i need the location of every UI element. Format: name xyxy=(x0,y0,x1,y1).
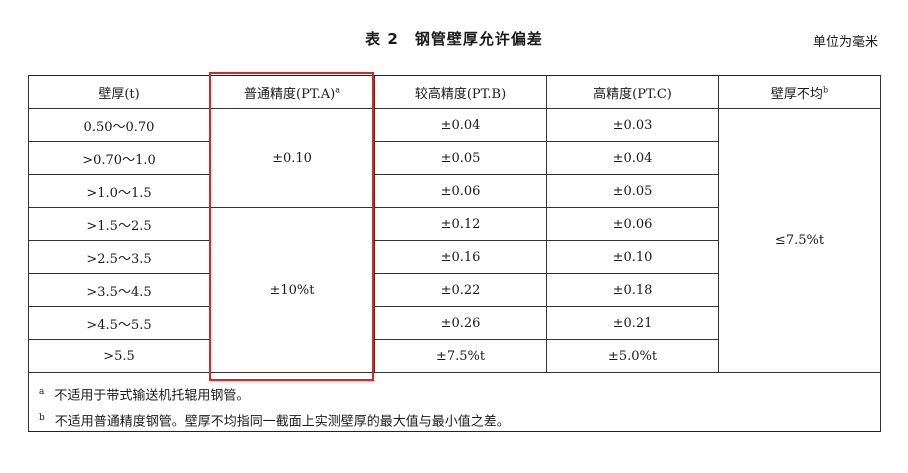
footnote-mark-a: a xyxy=(335,85,340,95)
footnotes: a 不适用于带式输送机托辊用钢管。 b 不适用普通精度钢管。壁厚不均指同一截面上实测… xyxy=(28,372,881,432)
thickness-cell: >2.5～3.5 xyxy=(28,240,210,274)
thickness-cell: >4.5～5.5 xyxy=(28,306,210,340)
thickness-cell: >1.0～1.5 xyxy=(28,174,210,208)
table-row: >1.5～2.5 ±10%t ±0.12 ±0.06 xyxy=(28,207,881,373)
thickness-cell: >5.5 xyxy=(28,339,210,373)
ptb-cell: ±0.22 xyxy=(374,273,547,307)
footnote-mark-b: b xyxy=(822,85,829,95)
header-ptc: 高精度(PT.C) xyxy=(546,75,719,109)
ptc-cell: ±0.05 xyxy=(546,174,719,208)
notes-row: a 不适用于带式输送机托辊用钢管。 b 不适用普通精度钢管。壁厚不均指同一截面上实测… xyxy=(28,372,881,432)
ptc-cell: ±0.18 xyxy=(546,273,719,307)
thickness-cell: 0.50～0.70 xyxy=(28,108,210,142)
header-uneven: 壁厚不均b xyxy=(718,75,881,109)
table-row: >4.5～5.5 ±0.26 ±0.21 xyxy=(28,306,881,340)
ptc-cell: ±0.21 xyxy=(546,306,719,340)
thickness-cell: >1.5～2.5 xyxy=(28,207,210,241)
uneven-cell: ≤7.5%t xyxy=(718,108,881,373)
ptb-cell: ±0.26 xyxy=(374,306,547,340)
footnote-a: a 不适用于带式输送机托辊用钢管。 xyxy=(39,387,250,404)
thickness-cell: >0.70～1.0 xyxy=(28,141,210,175)
table-row: >2.5～3.5 ±0.16 ±0.10 xyxy=(28,240,881,274)
pta-group-cell: ±0.10 xyxy=(209,108,375,208)
ptb-cell: ±0.12 xyxy=(374,207,547,241)
ptc-cell: ±0.06 xyxy=(546,207,719,241)
table-title: 表 2 钢管壁厚允许偏差 xyxy=(365,30,543,48)
ptc-cell: ±0.10 xyxy=(546,240,719,274)
ptb-cell: ±0.16 xyxy=(374,240,547,274)
ptc-cell: ±0.03 xyxy=(546,108,719,142)
tolerance-table: 壁厚(t) 普通精度(PT.A)a 较高精度(PT.B) 高精度(PT.C) 壁… xyxy=(28,75,881,432)
table-row: >3.5～4.5 ±0.22 ±0.18 xyxy=(28,273,881,307)
ptc-cell: ±0.04 xyxy=(546,141,719,175)
thickness-cell: >3.5～4.5 xyxy=(28,273,210,307)
header-pta: 普通精度(PT.A)a xyxy=(209,75,375,109)
ptb-cell: ±7.5%t xyxy=(374,339,547,373)
header-row: 壁厚(t) 普通精度(PT.A)a 较高精度(PT.B) 高精度(PT.C) 壁… xyxy=(28,75,881,109)
header-ptb: 较高精度(PT.B) xyxy=(374,75,547,109)
ptb-cell: ±0.04 xyxy=(374,108,547,142)
ptc-cell: ±5.0%t xyxy=(546,339,719,373)
header-thickness: 壁厚(t) xyxy=(28,75,210,109)
ptb-cell: ±0.05 xyxy=(374,141,547,175)
table-row: >0.70～1.0 ±0.05 ±0.04 xyxy=(28,141,881,175)
footnote-b: b 不适用普通精度钢管。壁厚不均指同一截面上实测壁厚的最大值与最小值之差。 xyxy=(39,413,510,430)
table-row: >5.5 ±7.5%t ±5.0%t xyxy=(28,339,881,373)
table-row: >1.0～1.5 ±0.06 ±0.05 xyxy=(28,174,881,208)
pta-group-cell: ±10%t xyxy=(209,207,375,373)
ptb-cell: ±0.06 xyxy=(374,174,547,208)
unit-label: 单位为毫米 xyxy=(812,35,878,50)
table-row: 0.50～0.70 ±0.10 ±0.04 ±0.03 ≤7.5%t xyxy=(28,108,881,373)
